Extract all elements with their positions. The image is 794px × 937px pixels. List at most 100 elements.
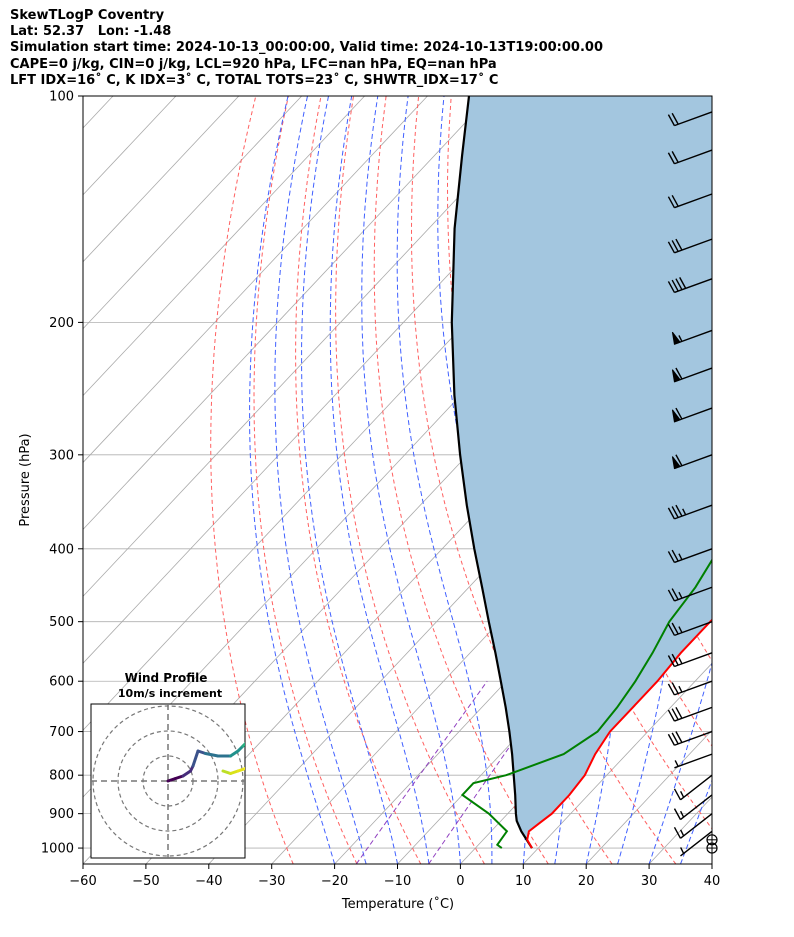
wind-barb [667,193,713,209]
hodograph-title: Wind Profile [125,671,208,685]
dry-adiabat [711,96,712,102]
wind-barb [680,830,713,857]
y-tick-label: 600 [49,675,74,690]
moist-adiabat [329,96,430,864]
barb-flag [673,826,682,839]
moist-adiabat [396,96,493,864]
wind-barb [667,548,713,564]
wind-barb [673,774,713,801]
barb-flag [667,114,676,126]
barb-half-flag [678,591,683,599]
x-tick-label: −40 [195,874,222,889]
y-tick-label: 900 [49,807,74,822]
wind-barb [674,753,713,769]
barb-staff [674,149,713,165]
wind-barb [671,329,713,345]
barb-flag [667,196,676,209]
title-station: SkewTLogP Coventry [10,8,165,23]
hodograph-segment [204,752,220,758]
barb-staff [674,504,713,520]
isotherm-line [83,96,240,263]
wind-barb [667,706,713,722]
barb-staff [674,454,713,470]
barb-staff [674,367,713,383]
y-tick-label: 700 [49,725,74,740]
barb-half-flag [680,847,685,854]
hodograph-segment [181,769,192,778]
x-tick-label: 20 [578,874,595,889]
barb-flag [667,624,676,636]
y-tick-label: 100 [49,90,74,105]
isotherm-line [83,96,428,464]
moist-adiabat [249,96,336,864]
wind-barb [667,149,713,165]
wind-barb [671,454,713,470]
wind-barb [671,367,713,383]
y-tick-label: 200 [49,316,74,331]
barb-flag [667,551,676,563]
barb-flag [675,706,683,719]
title-location: Lat: 52.37 Lon: -1.48 [10,24,172,39]
barb-staff [674,111,713,127]
hodograph-subtitle: 10m/s increment [118,687,222,700]
barb-flag [667,241,676,254]
moist-adiabat [437,96,527,864]
title-times: Simulation start time: 2024-10-13_00:00:… [10,40,603,55]
barb-half-flag [678,626,683,633]
barb-staff [674,278,713,294]
dry-adiabat [295,96,422,864]
barb-pennant [671,369,681,383]
isotherm-line [83,96,303,330]
barb-half-flag [680,791,685,798]
y-tick-label: 1000 [41,842,74,857]
cin-shaded-area [451,96,712,849]
barb-staff [680,774,713,801]
barb-flag [671,682,679,694]
x-tick-label: 40 [704,874,721,889]
x-tick-label: 30 [641,874,658,889]
isotherm-line [775,96,794,864]
barb-flag [671,653,679,666]
wind-barb [667,238,713,254]
barb-flag [667,683,676,696]
barb-flag [667,655,676,667]
barb-half-flag [678,685,683,693]
barb-staff [680,813,713,839]
dewpoint-line [460,558,712,849]
wind-barb [667,621,713,637]
barb-staff [680,794,713,821]
barb-staff [674,753,713,769]
wind-barb [671,407,713,423]
hodograph-ring [117,730,219,832]
barb-flag [671,732,679,745]
dry-adiabat [777,96,794,864]
barb-staff [674,329,713,345]
barb-flag [675,454,683,467]
mixing-ratio-line [355,680,488,864]
barb-flag [671,588,679,600]
barb-flag [675,407,683,420]
x-axis-label: Temperature (˚C) [341,896,454,912]
wind-barb [667,111,713,127]
barb-staff [674,730,713,746]
barb-half-flag [678,553,683,561]
barb-flag [667,733,676,746]
isotherm-line [83,96,554,597]
barb-flag [671,622,679,635]
barb-flag [671,506,679,518]
barb-flag [671,240,679,252]
parcel-profile-line [450,96,533,849]
wind-barb [667,680,713,696]
hodograph-inset: Wind Profile 10m/s increment [90,671,246,859]
y-tick-label: 800 [49,769,74,784]
barb-flag [675,238,683,251]
y-tick-label: 300 [49,448,74,463]
wind-barb [667,730,713,746]
barb-flag [671,194,679,207]
wind-barb [673,813,713,839]
hodograph-segment [191,749,200,768]
barb-pennant [671,409,681,423]
barb-flag [675,278,683,291]
barb-staff [674,193,713,209]
